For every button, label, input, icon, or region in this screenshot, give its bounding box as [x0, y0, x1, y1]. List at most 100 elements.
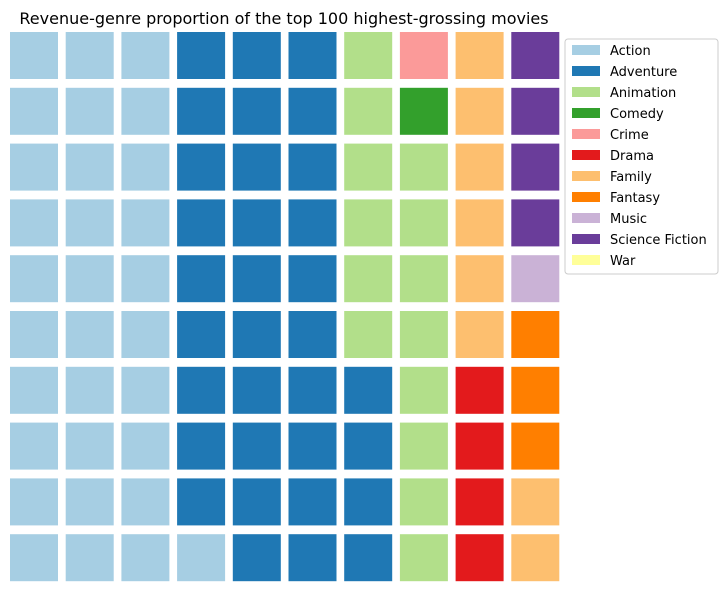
- waffle-cell-action: [10, 32, 58, 79]
- waffle-cell-drama: [455, 366, 504, 414]
- legend-swatch-war: [572, 255, 600, 265]
- waffle-cell-adventure: [232, 255, 281, 303]
- waffle-cell-fantasy: [511, 422, 560, 470]
- waffle-cell-adventure: [232, 534, 281, 582]
- waffle-cell-action: [65, 32, 114, 79]
- waffle-cell-action: [10, 311, 58, 358]
- legend-label-fantasy: Fantasy: [610, 191, 660, 206]
- waffle-cell-animation: [344, 255, 393, 303]
- waffle-cell-action: [65, 478, 114, 526]
- legend-swatch-science-fiction: [572, 234, 600, 244]
- waffle-cell-drama: [455, 534, 504, 582]
- waffle-cell-adventure: [177, 422, 226, 470]
- waffle-cell-action: [121, 366, 170, 414]
- waffle-cell-adventure: [177, 311, 226, 358]
- legend-swatch-adventure: [572, 66, 600, 76]
- waffle-cell-science-fiction: [511, 199, 560, 247]
- legend-label-adventure: Adventure: [610, 65, 677, 80]
- waffle-cell-science-fiction: [511, 87, 560, 135]
- legend-frame: [564, 38, 719, 275]
- waffle-cell-adventure: [232, 422, 281, 470]
- waffle-cell-animation: [344, 87, 393, 135]
- waffle-cell-adventure: [232, 478, 281, 526]
- waffle-cell-animation: [399, 534, 448, 582]
- waffle-cell-action: [121, 311, 170, 358]
- waffle-cell-family: [511, 534, 560, 582]
- waffle-cell-animation: [344, 199, 393, 247]
- waffle-cell-animation: [344, 311, 393, 358]
- waffle-cell-action: [65, 366, 114, 414]
- waffle-cell-adventure: [288, 422, 337, 470]
- waffle-cell-action: [65, 422, 114, 470]
- waffle-cell-action: [121, 87, 170, 135]
- waffle-cell-family: [455, 311, 504, 358]
- waffle-cell-action: [121, 422, 170, 470]
- waffle-cell-action: [65, 199, 114, 247]
- waffle-cell-action: [65, 311, 114, 358]
- legend-swatch-music: [572, 213, 600, 223]
- legend-swatch-family: [572, 171, 600, 181]
- legend-swatch-animation: [572, 87, 600, 97]
- legend: Action Adventure Animation Comedy Crime Drama…: [564, 38, 719, 275]
- waffle-cell-animation: [399, 311, 448, 358]
- legend-label-music: Music: [610, 212, 647, 227]
- waffle-cell-comedy: [399, 87, 448, 135]
- waffle-cell-action: [177, 534, 226, 582]
- waffle-cell-animation: [344, 143, 393, 191]
- waffle-cell-adventure: [177, 32, 226, 79]
- legend-swatch-comedy: [572, 108, 600, 118]
- legend-label-family: Family: [610, 170, 652, 185]
- waffle-cell-adventure: [288, 255, 337, 303]
- waffle-cell-action: [121, 32, 170, 79]
- waffle-cell-action: [10, 422, 58, 470]
- waffle-cell-adventure: [177, 255, 226, 303]
- waffle-cell-action: [65, 255, 114, 303]
- waffle-cell-animation: [399, 422, 448, 470]
- waffle-cell-adventure: [344, 478, 393, 526]
- waffle-cell-action: [65, 534, 114, 582]
- waffle-cell-adventure: [288, 87, 337, 135]
- waffle-cell-adventure: [177, 366, 226, 414]
- waffle-cell-fantasy: [511, 366, 560, 414]
- waffle-cell-adventure: [177, 143, 226, 191]
- legend-swatch-fantasy: [572, 192, 600, 202]
- legend-swatch-drama: [572, 150, 600, 160]
- legend-label-war: War: [610, 254, 636, 269]
- waffle-cell-family: [511, 478, 560, 526]
- waffle-cell-adventure: [288, 143, 337, 191]
- waffle-cell-adventure: [232, 366, 281, 414]
- waffle-cell-adventure: [232, 87, 281, 135]
- waffle-cell-animation: [399, 478, 448, 526]
- waffle-cell-adventure: [232, 311, 281, 358]
- waffle-cell-adventure: [288, 199, 337, 247]
- waffle-cell-action: [10, 534, 58, 582]
- waffle-cell-adventure: [177, 87, 226, 135]
- waffle-cell-drama: [455, 478, 504, 526]
- waffle-cell-adventure: [288, 311, 337, 358]
- waffle-cell-adventure: [344, 534, 393, 582]
- waffle-cell-adventure: [232, 32, 281, 79]
- waffle-cell-action: [121, 255, 170, 303]
- legend-label-crime: Crime: [610, 128, 649, 143]
- waffle-cell-action: [121, 143, 170, 191]
- waffle-cell-animation: [399, 143, 448, 191]
- legend-label-science-fiction: Science Fiction: [610, 233, 707, 248]
- waffle-cell-animation: [399, 199, 448, 247]
- waffle-cell-family: [455, 199, 504, 247]
- legend-swatch-action: [572, 45, 600, 55]
- waffle-cell-action: [65, 87, 114, 135]
- waffle-grid: [10, 32, 560, 582]
- waffle-cell-adventure: [232, 143, 281, 191]
- waffle-cell-action: [10, 199, 58, 247]
- legend-label-action: Action: [610, 44, 651, 59]
- waffle-cell-animation: [399, 255, 448, 303]
- legend-label-animation: Animation: [610, 86, 676, 101]
- waffle-cell-action: [10, 87, 58, 135]
- waffle-cell-adventure: [177, 478, 226, 526]
- waffle-cell-family: [455, 32, 504, 79]
- waffle-cell-family: [455, 143, 504, 191]
- waffle-cell-action: [121, 199, 170, 247]
- waffle-cell-action: [10, 366, 58, 414]
- legend-label-drama: Drama: [610, 149, 654, 164]
